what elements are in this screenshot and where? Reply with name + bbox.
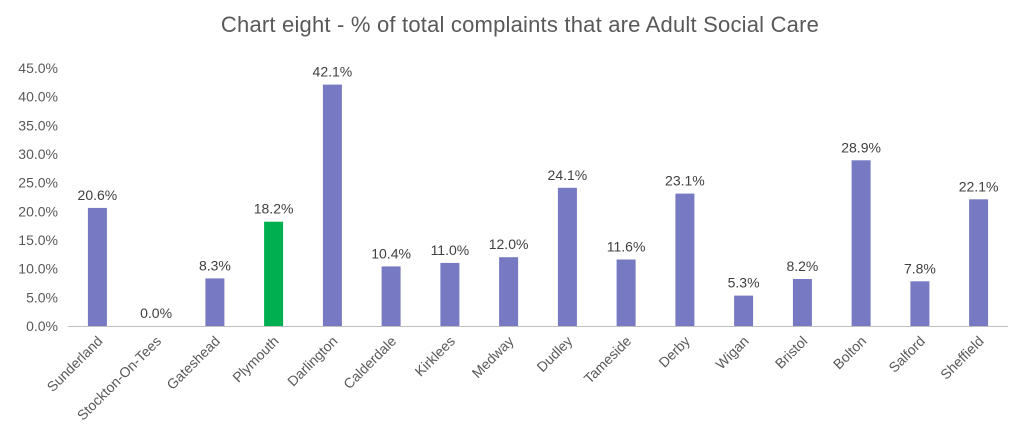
bar-sunderland [87, 207, 107, 326]
data-label: 11.0% [431, 242, 470, 258]
bar-tameside [616, 259, 636, 326]
bar-derby [675, 193, 695, 326]
data-label: 10.4% [371, 245, 411, 261]
x-category-label: Dudley [533, 333, 575, 375]
y-tick-label: 5.0% [26, 289, 58, 305]
x-category-label: Calderdale [340, 333, 399, 392]
data-label: 12.0% [489, 236, 529, 252]
x-category-label: Darlington [284, 333, 340, 389]
bar-calderdale [381, 266, 401, 326]
data-label: 8.3% [199, 257, 231, 273]
y-tick-label: 20.0% [18, 203, 58, 219]
y-tick-label: 0.0% [26, 318, 58, 334]
y-tick-label: 40.0% [18, 89, 58, 105]
x-category-label: Derby [655, 333, 693, 371]
data-label: 18.2% [254, 201, 294, 217]
data-label: 7.8% [904, 260, 936, 276]
x-category-label: Gateshead [163, 333, 223, 393]
data-label: 11.6% [607, 239, 646, 255]
bar-kirklees [440, 262, 460, 326]
data-label: 20.6% [78, 187, 118, 203]
data-label: 23.1% [665, 173, 705, 189]
bar-wigan [734, 295, 754, 326]
bar-bristol [792, 279, 812, 326]
bar-darlington [322, 84, 342, 326]
data-label: 24.1% [548, 167, 588, 183]
x-category-label: Medway [469, 333, 517, 381]
y-axis-ticks: 0.0% 5.0% 10.0% 15.0% 20.0% 25.0% 30.0% 35.0% 40… [18, 60, 58, 334]
x-category-label: Bolton [830, 333, 869, 372]
y-tick-label: 35.0% [18, 117, 58, 133]
x-category-label: Wigan [712, 333, 751, 372]
data-labels: 20.6% 0.0% 8.3% 18.2% 42.1% 10.4% 11.0% 12.0% 24… [78, 64, 999, 321]
data-label: 8.2% [786, 258, 818, 274]
data-label: 22.1% [959, 178, 999, 194]
y-tick-label: 45.0% [18, 60, 58, 76]
bar-plymouth [264, 221, 284, 326]
x-category-label: Sunderland [44, 333, 106, 395]
x-category-label: Plymouth [229, 333, 282, 386]
y-tick-label: 15.0% [18, 232, 58, 248]
y-tick-label: 30.0% [18, 146, 58, 162]
x-category-label: Tameside [581, 333, 635, 387]
data-label: 42.1% [313, 64, 353, 80]
bars [87, 84, 989, 326]
bar-salford [910, 281, 930, 326]
x-category-label: Sheffield [937, 333, 987, 383]
data-label: 0.0% [140, 305, 172, 321]
bar-sheffield [969, 199, 989, 326]
x-category-label: Kirklees [411, 333, 458, 380]
bar-bolton [851, 160, 871, 326]
bar-medway [499, 257, 519, 326]
x-category-label: Bristol [772, 333, 811, 372]
bar-dudley [557, 187, 577, 326]
chart-title: Chart eight - % of total complaints that… [220, 12, 820, 37]
data-label: 28.9% [841, 139, 881, 155]
y-tick-label: 25.0% [18, 175, 58, 191]
bar-gateshead [205, 278, 225, 326]
data-label: 5.3% [728, 275, 760, 291]
x-category-label: Salford [885, 333, 928, 376]
y-tick-label: 10.0% [18, 261, 58, 277]
